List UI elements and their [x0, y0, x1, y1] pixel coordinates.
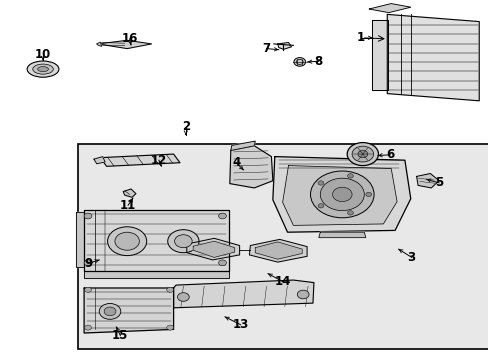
Polygon shape: [84, 210, 228, 271]
Circle shape: [351, 146, 373, 162]
Text: 7: 7: [262, 42, 270, 55]
Circle shape: [84, 213, 92, 219]
Polygon shape: [386, 14, 478, 101]
Polygon shape: [371, 20, 387, 90]
Polygon shape: [282, 166, 396, 225]
Circle shape: [317, 181, 323, 185]
Polygon shape: [98, 40, 151, 49]
Polygon shape: [277, 42, 291, 49]
Circle shape: [167, 230, 199, 253]
Text: 5: 5: [434, 176, 442, 189]
Circle shape: [347, 211, 353, 215]
Text: 13: 13: [232, 318, 248, 331]
Circle shape: [115, 232, 139, 250]
Circle shape: [218, 213, 226, 219]
Circle shape: [84, 287, 91, 292]
Text: 1: 1: [356, 31, 364, 44]
Circle shape: [218, 260, 226, 266]
Polygon shape: [229, 146, 272, 188]
Text: 9: 9: [84, 257, 92, 270]
Polygon shape: [255, 242, 302, 259]
Text: 12: 12: [150, 154, 167, 167]
Polygon shape: [416, 174, 438, 188]
Circle shape: [320, 178, 364, 211]
Text: 2: 2: [182, 120, 189, 133]
Circle shape: [297, 290, 308, 299]
Polygon shape: [318, 232, 365, 238]
Circle shape: [317, 204, 323, 208]
Polygon shape: [368, 4, 410, 13]
Circle shape: [346, 143, 378, 166]
Text: 10: 10: [35, 48, 51, 61]
Circle shape: [84, 260, 92, 266]
Polygon shape: [123, 189, 136, 197]
Circle shape: [99, 303, 121, 319]
Polygon shape: [173, 280, 313, 308]
Polygon shape: [249, 239, 306, 262]
Circle shape: [177, 293, 189, 301]
Polygon shape: [94, 157, 105, 164]
Circle shape: [104, 307, 116, 316]
Ellipse shape: [27, 61, 59, 77]
Circle shape: [166, 325, 173, 330]
Polygon shape: [186, 238, 239, 260]
Bar: [78, 144, 488, 349]
Polygon shape: [76, 212, 84, 267]
Circle shape: [332, 187, 351, 202]
Circle shape: [357, 150, 367, 158]
Polygon shape: [272, 157, 410, 232]
Text: 14: 14: [274, 275, 290, 288]
Polygon shape: [230, 141, 255, 150]
Circle shape: [174, 235, 192, 248]
Polygon shape: [97, 42, 102, 46]
Text: 3: 3: [407, 251, 415, 264]
Text: 15: 15: [112, 329, 128, 342]
Text: 16: 16: [121, 32, 138, 45]
Circle shape: [365, 192, 371, 197]
Text: 6: 6: [386, 148, 393, 161]
Polygon shape: [193, 241, 234, 257]
Text: 4: 4: [232, 156, 240, 169]
Circle shape: [347, 174, 353, 178]
Ellipse shape: [38, 67, 48, 72]
Text: 8: 8: [314, 55, 322, 68]
Polygon shape: [100, 154, 180, 166]
Circle shape: [166, 287, 173, 292]
Text: 11: 11: [120, 199, 136, 212]
Circle shape: [310, 171, 373, 218]
Circle shape: [107, 227, 146, 256]
Polygon shape: [84, 288, 173, 333]
Circle shape: [84, 325, 91, 330]
Circle shape: [293, 58, 305, 66]
Ellipse shape: [33, 64, 53, 74]
Polygon shape: [84, 271, 228, 278]
